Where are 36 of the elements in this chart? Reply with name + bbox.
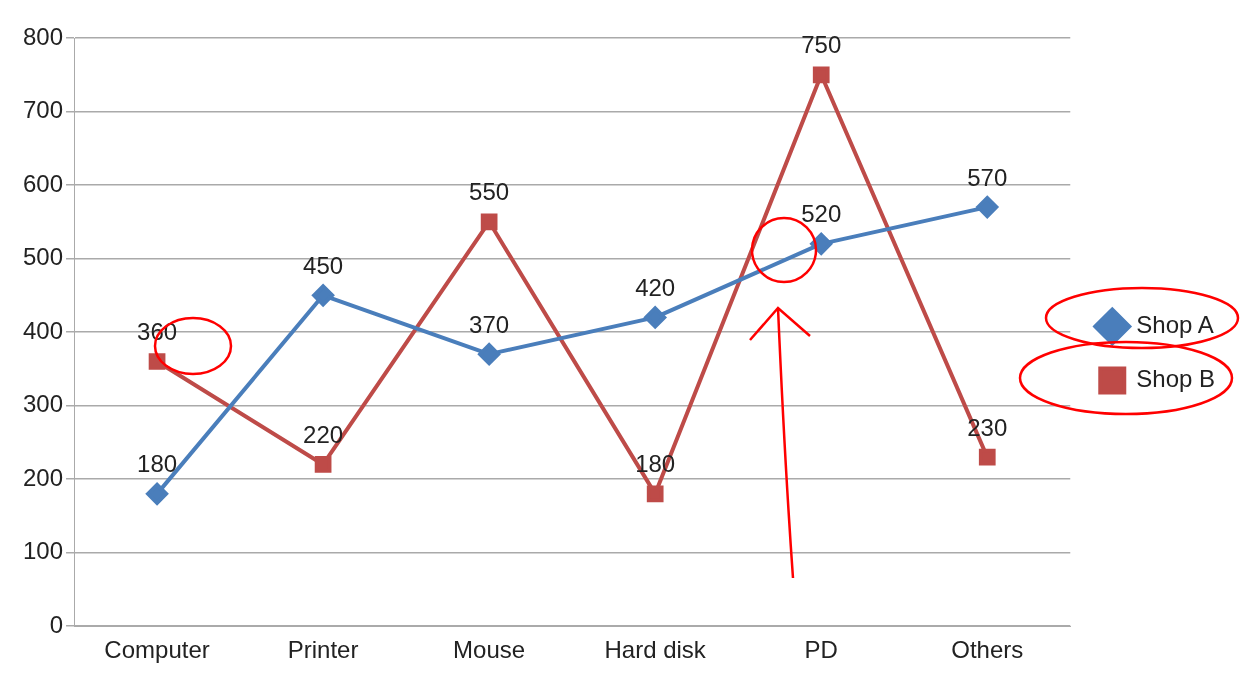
data-label: 370	[469, 310, 510, 338]
data-label: 220	[303, 421, 344, 449]
y-tick-label: 200	[23, 463, 64, 491]
point	[812, 66, 830, 84]
x-tick-label: Mouse	[453, 636, 526, 664]
data-label: 420	[635, 274, 676, 302]
point	[976, 196, 999, 219]
data-label: 750	[801, 31, 842, 59]
point	[480, 213, 498, 231]
data-label: 180	[137, 450, 178, 478]
point	[314, 456, 332, 473]
data-label: 520	[801, 200, 842, 228]
legend-label: Shop A	[1136, 311, 1214, 339]
x-tick-label: Hard disk	[604, 636, 707, 664]
x-tick-label: PD	[804, 636, 838, 664]
point	[478, 343, 501, 366]
legend-label: Shop B	[1136, 365, 1216, 393]
y-tick-label: 300	[23, 390, 64, 418]
y-tick-label: 700	[23, 96, 64, 124]
data-label: 570	[967, 163, 1008, 191]
x-tick-label: Computer	[104, 636, 210, 664]
point	[312, 284, 335, 307]
x-tick-label: Printer	[287, 636, 359, 664]
y-tick-label: 100	[23, 537, 64, 565]
y-tick-label: 500	[23, 243, 64, 271]
point	[146, 482, 169, 505]
y-tick-label: 0	[49, 610, 64, 638]
point	[978, 448, 996, 466]
data-label: 550	[469, 178, 510, 206]
point	[644, 306, 667, 329]
y-tick-label: 600	[23, 169, 64, 197]
point	[646, 485, 664, 503]
data-label: 450	[303, 251, 344, 279]
x-tick-label: Others	[951, 636, 1024, 664]
y-tick-label: 800	[23, 22, 64, 50]
y-tick-label: 400	[23, 316, 64, 344]
